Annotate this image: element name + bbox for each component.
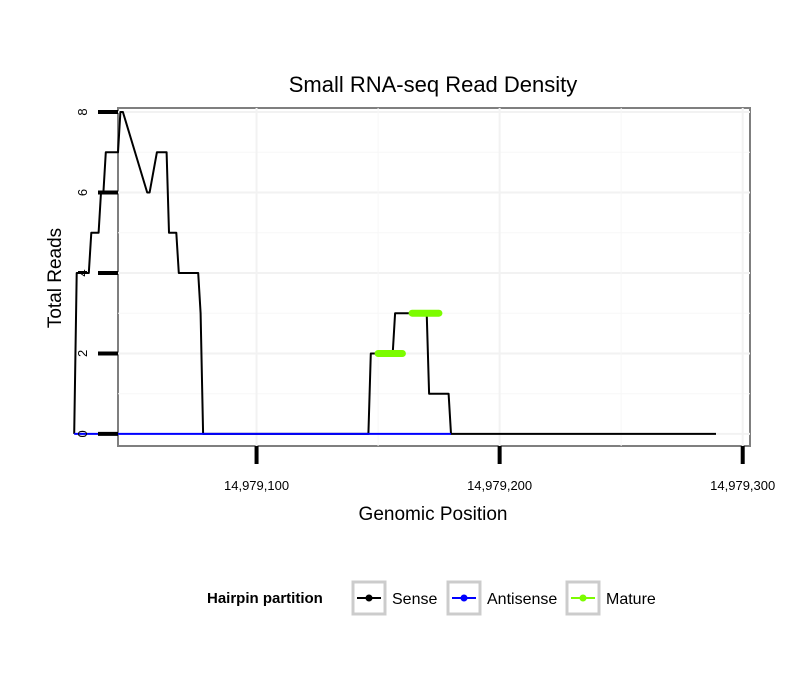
legend-title: Hairpin partition — [207, 590, 323, 607]
y-tick-label: 8 — [75, 108, 90, 115]
y-tick-label: 4 — [75, 269, 90, 276]
legend-item-sense: Sense — [351, 580, 437, 616]
legend-item-antisense: Antisense — [446, 580, 557, 616]
series-sense-line — [73, 111, 716, 435]
x-tick-label: 14,979,100 — [224, 478, 289, 493]
x-axis: 14,979,100 14,979,200 14,979,300 — [224, 446, 775, 493]
y-tick-label: 2 — [75, 350, 90, 357]
y-tick-label: 6 — [75, 189, 90, 196]
plot-panel — [117, 107, 751, 447]
y-tick-label: 0 — [75, 430, 90, 437]
legend-key-point — [579, 594, 587, 602]
y-axis-title: Total Reads — [45, 228, 66, 328]
legend-label-sense: Sense — [392, 591, 437, 608]
legend-key-point — [365, 594, 373, 602]
legend: Hairpin partition Sense Antisense Mature — [207, 580, 656, 616]
legend-key-point — [460, 594, 468, 602]
series-layer — [73, 111, 716, 435]
legend-label-mature: Mature — [606, 591, 656, 608]
x-tick-label: 14,979,300 — [710, 478, 775, 493]
y-axis: 0 2 4 6 8 — [75, 108, 118, 438]
legend-label-antisense: Antisense — [487, 591, 557, 608]
legend-item-mature: Mature — [565, 580, 656, 616]
x-tick-label: 14,979,200 — [467, 478, 532, 493]
x-axis-title: Genomic Position — [359, 504, 508, 525]
chart-title: Small RNA-seq Read Density — [289, 72, 578, 97]
